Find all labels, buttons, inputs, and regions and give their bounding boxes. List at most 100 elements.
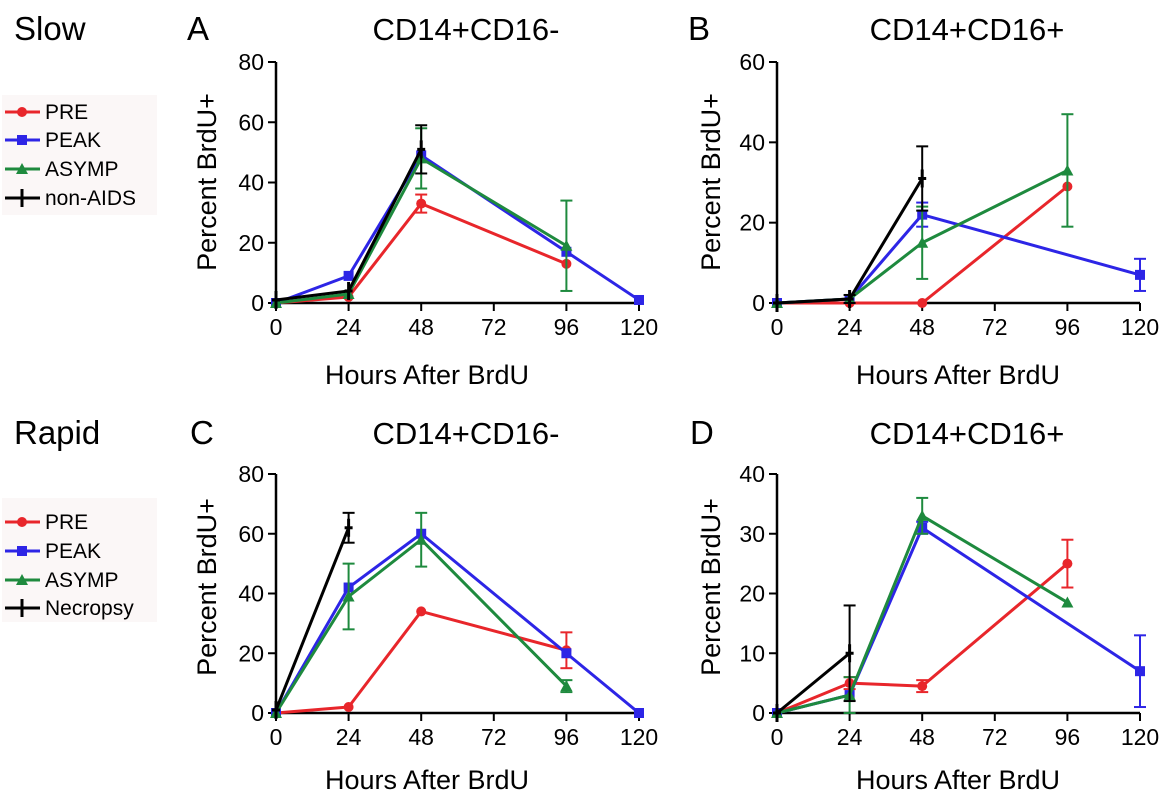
data-point-asymp-c-2-triangle (415, 533, 428, 545)
x-tick-label-d-5: 120 (1121, 724, 1159, 750)
legend-marker-square (17, 135, 27, 145)
series-line-pre-d (776, 562, 1069, 715)
x-tick-label-c-0: 0 (270, 724, 283, 750)
y-tick-label-b-3: 60 (739, 49, 765, 75)
panel-letter-d: D (690, 414, 714, 451)
data-point-pre-c-1-circle (343, 702, 354, 713)
legend-marker-square (17, 546, 27, 556)
plot-area-a: 0 20 40 60 80 0 24 48 72 96 120 (238, 49, 658, 340)
x-tick-label-d-1: 24 (837, 724, 863, 750)
data-point-pre-c-2-circle (416, 606, 427, 617)
legend-rapid-item-asymp: ASYMP (5, 569, 119, 592)
y-tick-label-d-4: 40 (739, 461, 765, 487)
panel-title-d: CD14+CD16+ (870, 416, 1065, 451)
series-peak-d (772, 520, 1146, 718)
y-tick-label-b-2: 40 (739, 129, 765, 155)
series-line-necropsy-c (274, 527, 350, 711)
y-tick-label-c-1: 20 (238, 640, 264, 666)
data-point-asymp-b-2-triangle (916, 236, 929, 248)
legend-rapid-item-necropsy: Necropsy (5, 597, 134, 620)
legend-marker-circle (17, 107, 27, 117)
x-tick-label-a-3: 72 (481, 314, 507, 340)
series-pre-d (772, 538, 1074, 718)
x-tick-label-a-2: 48 (408, 314, 434, 340)
x-tick-label-b-3: 72 (982, 314, 1008, 340)
x-tick-label-c-5: 120 (620, 724, 658, 750)
series-necropsy-c (272, 511, 355, 720)
y-axis-title-a: Percent BrdU+ (192, 93, 222, 271)
legend-label-pre: PRE (45, 101, 88, 124)
x-tick-label-d-0: 0 (771, 724, 784, 750)
y-tick-label-d-1: 10 (739, 640, 765, 666)
x-tick-label-a-5: 120 (620, 314, 658, 340)
series-line-asymp-a (275, 156, 568, 305)
y-tick-label-c-2: 40 (238, 581, 264, 607)
data-point-peak-c-4-square (634, 708, 644, 718)
y-axis-title-b: Percent BrdU+ (696, 93, 726, 271)
legend-rapid-item-peak: PEAK (5, 540, 101, 563)
legend-rapid: PRE PEAK ASYMP Necropsy (2, 498, 157, 622)
data-point-asymp-d-2-triangle (916, 509, 929, 521)
data-point-peak-a-1-square (343, 270, 354, 281)
x-tick-label-b-5: 120 (1121, 314, 1159, 340)
x-tick-label-d-4: 96 (1055, 724, 1081, 750)
legend-label-non-aids: non-AIDS (45, 187, 136, 210)
data-point-pre-a-2-circle (416, 198, 427, 209)
series-line-pre-b (777, 185, 1069, 305)
series-line-asymp-d (776, 514, 1069, 715)
legend-slow: PRE PEAK ASYMP non-AIDS (2, 95, 157, 215)
legend-slow-item-peak: PEAK (5, 129, 101, 152)
legend-label-peak: PEAK (45, 129, 101, 152)
y-tick-label-b-1: 20 (739, 210, 765, 236)
series-non-aids-b (773, 145, 929, 312)
x-axis-title-a: Hours After BrdU (325, 360, 529, 390)
series-line-peak-d (776, 526, 1141, 715)
legend-slow-item-pre: PRE (5, 101, 88, 124)
data-point-pre-b-2-circle (917, 298, 928, 308)
panel-letter-a: A (187, 10, 209, 47)
panel-title-b: CD14+CD16+ (870, 12, 1065, 47)
panel-letter-c: C (190, 414, 214, 451)
series-line-pre-c (275, 609, 567, 715)
x-tick-label-a-0: 0 (270, 314, 283, 340)
y-tick-label-c-4: 80 (238, 461, 264, 487)
legend-rapid-background (2, 498, 157, 622)
x-axis-title-b: Hours After BrdU (856, 360, 1060, 390)
data-point-peak-c-3-square (561, 648, 572, 659)
legend-label-pre: PRE (45, 511, 88, 534)
series-peak-c (271, 528, 644, 718)
series-line-necropsy-d (776, 652, 851, 715)
legend-label-peak: PEAK (45, 540, 101, 563)
data-point-peak-b-3-square (1135, 269, 1145, 280)
x-tick-label-b-1: 24 (837, 314, 863, 340)
legend-rapid-item-pre: PRE (5, 511, 88, 534)
legend-slow-item-asymp: ASYMP (5, 158, 119, 181)
y-tick-label-a-3: 60 (238, 109, 264, 135)
y-tick-label-d-3: 30 (739, 521, 765, 547)
y-tick-label-d-0: 0 (752, 700, 765, 726)
series-line-peak-b (776, 213, 1141, 305)
series-pre-a (271, 193, 572, 308)
plot-area-b: 0 20 40 60 0 24 48 72 96 120 (739, 49, 1159, 340)
series-line-asymp-c (274, 538, 568, 714)
legend-label-asymp: ASYMP (45, 158, 119, 181)
data-point-peak-d-3-square (1135, 666, 1145, 677)
y-tick-label-a-2: 40 (238, 170, 264, 196)
y-tick-label-a-0: 0 (251, 290, 264, 316)
y-axis-title-c: Percent BrdU+ (192, 498, 222, 676)
y-tick-label-c-0: 0 (251, 700, 264, 726)
y-tick-label-a-1: 20 (238, 230, 264, 256)
x-tick-label-c-3: 72 (481, 724, 507, 750)
series-peak-b (772, 201, 1146, 308)
data-point-pre-d-2-circle (917, 681, 928, 692)
y-tick-label-d-2: 20 (739, 581, 765, 607)
data-point-asymp-d-3-triangle (1061, 596, 1074, 608)
x-tick-label-d-3: 72 (982, 724, 1008, 750)
data-point-asymp-c-1-triangle (342, 590, 355, 602)
x-tick-label-b-0: 0 (771, 314, 784, 340)
x-tick-label-b-4: 96 (1055, 314, 1081, 340)
series-peak-a (271, 150, 644, 308)
panel-title-a: CD14+CD16- (373, 12, 560, 47)
series-non-aids-a (272, 124, 428, 309)
